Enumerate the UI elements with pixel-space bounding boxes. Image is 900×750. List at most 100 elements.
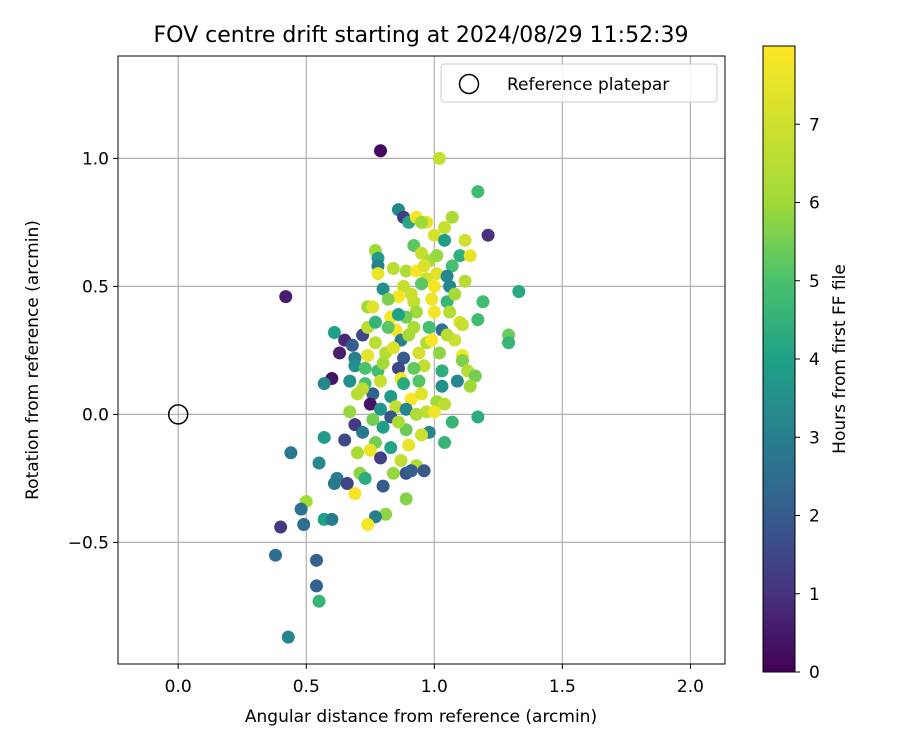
data-point xyxy=(417,464,431,478)
data-point xyxy=(432,151,446,165)
x-tick-label: 1.5 xyxy=(549,677,576,697)
data-point xyxy=(327,477,341,491)
data-point xyxy=(409,407,423,421)
data-point xyxy=(350,446,364,460)
data-point xyxy=(338,433,352,447)
colorbar-label: Hours from first FF file xyxy=(830,264,850,454)
data-point xyxy=(402,328,416,342)
data-point xyxy=(502,336,516,350)
data-point xyxy=(404,392,418,406)
data-point xyxy=(404,287,418,301)
y-tick-label: 1.0 xyxy=(82,149,109,169)
x-axis-ticks: 0.0 0.5 1.0 1.5 2.0 xyxy=(165,664,704,697)
data-point xyxy=(471,185,485,199)
data-point xyxy=(430,267,444,281)
data-point xyxy=(391,415,405,429)
data-point xyxy=(425,333,439,347)
data-point xyxy=(366,387,380,401)
data-point xyxy=(348,487,362,501)
data-point xyxy=(381,292,395,306)
data-point xyxy=(269,548,283,562)
colorbar-tick-label: 4 xyxy=(809,350,820,370)
data-point xyxy=(455,354,469,368)
data-point xyxy=(386,261,400,275)
data-point xyxy=(279,290,293,304)
data-point xyxy=(358,471,372,485)
data-point xyxy=(343,405,357,419)
data-point xyxy=(376,356,390,370)
data-point xyxy=(312,594,326,608)
data-point xyxy=(404,464,418,478)
data-point xyxy=(438,436,452,450)
data-point xyxy=(309,553,323,567)
data-point xyxy=(371,267,385,281)
data-point xyxy=(450,374,464,388)
data-point xyxy=(391,361,405,375)
data-point xyxy=(468,369,482,383)
data-point xyxy=(356,382,370,396)
colorbar-tick-label: 5 xyxy=(809,272,820,292)
y-axis-label: Rotation from reference (arcmin) xyxy=(23,220,43,500)
data-point xyxy=(409,305,423,319)
legend-label: Reference platepar xyxy=(507,75,669,95)
data-point xyxy=(422,320,436,334)
data-point xyxy=(417,259,431,273)
data-point xyxy=(312,456,326,470)
data-point xyxy=(384,441,398,455)
y-tick-label: 0.5 xyxy=(82,277,109,297)
data-point xyxy=(415,215,428,229)
data-point xyxy=(399,264,413,278)
colorbar-tick-label: 7 xyxy=(809,115,820,135)
data-point xyxy=(376,420,390,434)
data-point xyxy=(415,428,428,442)
data-point xyxy=(374,451,388,465)
colorbar-tick-label: 3 xyxy=(809,428,820,448)
data-point xyxy=(358,361,372,375)
reference-platepar-marker xyxy=(167,404,189,425)
data-point xyxy=(448,287,462,301)
data-point xyxy=(476,295,490,309)
colorbar-tick-label: 0 xyxy=(809,663,820,683)
data-point xyxy=(415,387,428,401)
data-point xyxy=(366,300,380,314)
data-point xyxy=(407,361,421,375)
data-point xyxy=(325,512,339,526)
data-point xyxy=(399,402,413,416)
data-point xyxy=(445,259,459,273)
reference-point xyxy=(167,404,189,425)
data-point xyxy=(284,446,298,460)
colorbar-tick-label: 1 xyxy=(809,585,820,605)
data-point xyxy=(391,290,405,304)
data-point xyxy=(343,374,357,388)
data-point xyxy=(361,517,375,531)
y-axis-ticks: −0.5 0.0 0.5 1.0 xyxy=(68,149,118,553)
plot-frame xyxy=(117,55,726,665)
legend: Reference platepar xyxy=(440,63,718,103)
data-point xyxy=(455,318,469,332)
data-points xyxy=(269,144,526,644)
data-point xyxy=(425,292,439,306)
data-point xyxy=(440,269,454,283)
data-point xyxy=(379,507,393,521)
colorbar-tick-label: 2 xyxy=(809,507,820,527)
data-point xyxy=(512,285,526,299)
data-point xyxy=(471,410,485,424)
data-point xyxy=(443,305,457,319)
data-point xyxy=(435,379,449,393)
data-point xyxy=(340,477,354,491)
data-point xyxy=(438,397,452,411)
data-point xyxy=(427,228,441,242)
data-point xyxy=(453,249,467,263)
data-point xyxy=(386,341,400,355)
data-point xyxy=(374,144,388,158)
data-point xyxy=(417,359,431,373)
data-point xyxy=(345,338,359,352)
data-point xyxy=(440,328,454,342)
data-point xyxy=(348,359,362,373)
data-point xyxy=(463,379,477,393)
data-point xyxy=(427,405,441,419)
x-tick-label: 1.0 xyxy=(421,677,448,697)
data-point xyxy=(376,479,390,493)
data-point xyxy=(281,630,295,644)
data-point xyxy=(366,413,380,427)
